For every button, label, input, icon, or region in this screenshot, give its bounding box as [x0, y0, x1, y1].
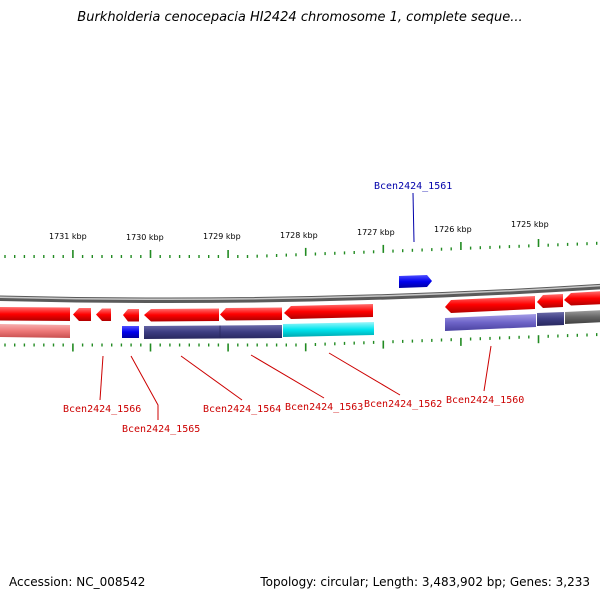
kbp-label-1727: 1727 kbp: [357, 228, 395, 237]
kbp-label-1729: 1729 kbp: [203, 232, 241, 241]
kbp-label-1726: 1726 kbp: [434, 225, 472, 234]
feature-pink-left: [0, 324, 70, 338]
leader-line-bcen2424-1566: [99, 355, 104, 401]
gene-arrow-left-3[interactable]: [96, 308, 111, 322]
gene-label-bcen2424-1566[interactable]: Bcen2424_1566: [63, 404, 141, 415]
chromosome-backbone-highlight: [0, 284, 600, 301]
leader-line-bcen2424-1561: [412, 192, 415, 243]
gene-arrow-right-2[interactable]: [564, 291, 600, 306]
leader-line-bcen2424-1564: [180, 355, 243, 401]
feature-cyan: [283, 322, 374, 337]
gene-label-bcen2424-1564[interactable]: Bcen2424_1564: [203, 404, 281, 415]
feature-lavender: [445, 314, 536, 331]
kbp-label-1725: 1725 kbp: [511, 220, 549, 229]
accession-text: Accession: NC_008542: [9, 575, 146, 589]
map-title: Burkholderia cenocepacia HI2424 chromoso…: [77, 10, 523, 25]
kbp-label-1730: 1730 kbp: [126, 233, 164, 242]
gene-label-bcen2424-1563[interactable]: Bcen2424_1563: [285, 402, 363, 413]
gene-label-bcen2424-1560[interactable]: Bcen2424_1560: [446, 395, 524, 406]
inner-tick-ring: [4, 333, 598, 352]
gene-label-bcen2424-1561[interactable]: Bcen2424_1561: [374, 181, 452, 192]
leader-line-bcen2424-1565: [130, 355, 159, 420]
gene-arrow-bcen2424-1560[interactable]: [445, 296, 535, 313]
leader-line-bcen2424-1562: [328, 352, 401, 396]
feature-dark-blue-2: [537, 312, 564, 326]
gene-arrow-right-1[interactable]: [537, 294, 563, 308]
outer-tick-ring: [4, 239, 598, 258]
gene-arrow-left-1[interactable]: [0, 307, 70, 321]
leader-line-bcen2424-1563: [250, 354, 325, 399]
topology-summary: Topology: circular; Length: 3,483,902 bp…: [260, 575, 590, 589]
feature-blue-small: [122, 326, 139, 338]
chromosome-backbone: [0, 283, 600, 304]
kbp-label-1728: 1728 kbp: [280, 231, 318, 240]
gene-arrow-bcen2424-1563[interactable]: [220, 307, 282, 321]
gene-label-bcen2424-1565[interactable]: Bcen2424_1565: [122, 424, 200, 435]
gene-arrow-bcen2424-1564[interactable]: [144, 308, 219, 322]
kbp-label-1731: 1731 kbp: [49, 232, 87, 241]
gene-arrow-bcen2424-1565[interactable]: [123, 309, 139, 322]
gene-arrow-bcen2424-1561[interactable]: [399, 275, 432, 288]
gene-label-bcen2424-1562[interactable]: Bcen2424_1562: [364, 399, 442, 410]
leader-line-bcen2424-1560: [483, 345, 492, 392]
gene-arrow-bcen2424-1562[interactable]: [284, 304, 373, 319]
feature-dark-blue-1: [144, 325, 282, 339]
feature-gray: [565, 310, 600, 324]
gene-arrow-left-2[interactable]: [73, 308, 91, 321]
